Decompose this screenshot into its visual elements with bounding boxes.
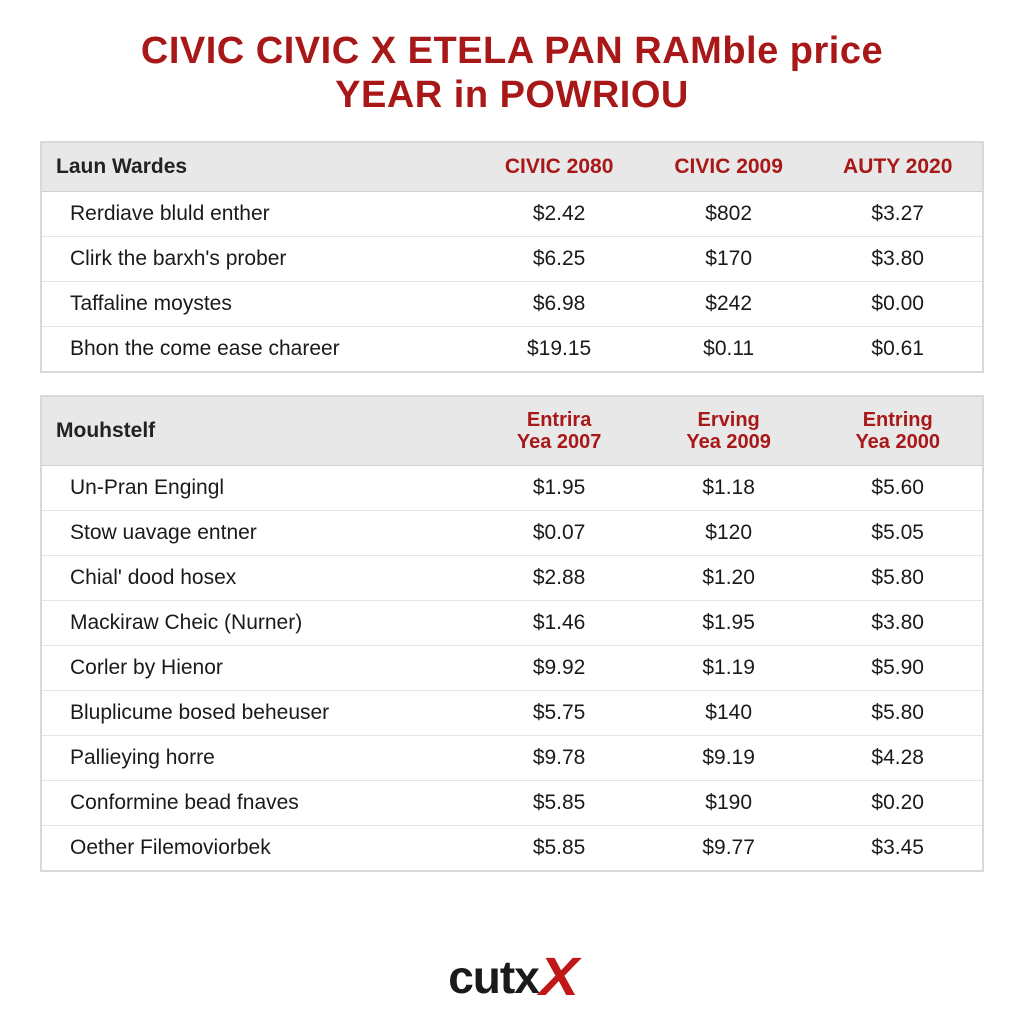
price-table-2: Mouhstelf Entrira Yea 2007 Erving Yea 20… (40, 395, 984, 872)
row-value: $1.95 (644, 601, 814, 646)
row-value: $2.88 (474, 556, 644, 601)
col-line2: Yea 2009 (686, 431, 771, 453)
row-value: $3.45 (813, 826, 983, 872)
row-value: $1.95 (474, 466, 644, 511)
row-value: $3.80 (813, 237, 983, 282)
row-value: $1.20 (644, 556, 814, 601)
row-label: Stow uavage entner (41, 511, 474, 556)
row-value: $6.25 (474, 237, 644, 282)
row-value: $1.46 (474, 601, 644, 646)
table2-header-row: Mouhstelf Entrira Yea 2007 Erving Yea 20… (41, 396, 983, 466)
table2-col-2: Entring Yea 2000 (813, 396, 983, 466)
table1-col-0: CIVIC 2080 (474, 142, 644, 192)
row-value: $9.77 (644, 826, 814, 872)
table-row: Un-Pran Engingl $1.95 $1.18 $5.60 (41, 466, 983, 511)
table-row: Bluplicume bosed beheuser $5.75 $140 $5.… (41, 691, 983, 736)
row-value: $5.85 (474, 826, 644, 872)
table-row: Bhon the come ease chareer $19.15 $0.11 … (41, 327, 983, 373)
col-line1: Erving (698, 409, 760, 431)
table-row: Pallieying horre $9.78 $9.19 $4.28 (41, 736, 983, 781)
col-line1: Entrira (527, 409, 591, 431)
title-line-2: YEAR in POWRIOU (335, 74, 689, 116)
row-label: Un-Pran Engingl (41, 466, 474, 511)
table-row: Conformine bead fnaves $5.85 $190 $0.20 (41, 781, 983, 826)
row-value: $5.90 (813, 646, 983, 691)
row-value: $6.98 (474, 282, 644, 327)
table-row: Chial' dood hosex $2.88 $1.20 $5.80 (41, 556, 983, 601)
row-value: $3.80 (813, 601, 983, 646)
row-value: $170 (644, 237, 814, 282)
table2-corner-label: Mouhstelf (41, 396, 474, 466)
row-label: Conformine bead fnaves (41, 781, 474, 826)
row-label: Corler by Hienor (41, 646, 474, 691)
row-value: $5.75 (474, 691, 644, 736)
footer-logo: cutxX (0, 946, 1024, 1008)
row-value: $3.27 (813, 192, 983, 237)
row-value: $5.80 (813, 691, 983, 736)
page-title: CIVIC CIVIC X ETELA PAN RAMble price YEA… (40, 30, 984, 117)
row-value: $0.61 (813, 327, 983, 373)
logo: cutxX (448, 946, 576, 1008)
table-row: Mackiraw Cheic (Nurner) $1.46 $1.95 $3.8… (41, 601, 983, 646)
row-label: Bhon the come ease chareer (41, 327, 474, 373)
row-value: $5.05 (813, 511, 983, 556)
row-value: $242 (644, 282, 814, 327)
table2-col-1: Erving Yea 2009 (644, 396, 814, 466)
col-line2: Yea 2007 (517, 431, 602, 453)
title-line-1: CIVIC CIVIC X ETELA PAN RAMble price (141, 30, 883, 72)
price-table-1: Laun Wardes CIVIC 2080 CIVIC 2009 AUTY 2… (40, 141, 984, 373)
row-value: $0.07 (474, 511, 644, 556)
row-value: $9.78 (474, 736, 644, 781)
row-label: Chial' dood hosex (41, 556, 474, 601)
table-row: Rerdiave bluld enther $2.42 $802 $3.27 (41, 192, 983, 237)
row-label: Rerdiave bluld enther (41, 192, 474, 237)
row-label: Bluplicume bosed beheuser (41, 691, 474, 736)
table-row: Stow uavage entner $0.07 $120 $5.05 (41, 511, 983, 556)
row-value: $9.92 (474, 646, 644, 691)
row-value: $0.20 (813, 781, 983, 826)
logo-text: cutx (448, 950, 539, 1004)
row-value: $9.19 (644, 736, 814, 781)
table-row: Clirk the barxh's prober $6.25 $170 $3.8… (41, 237, 983, 282)
row-value: $802 (644, 192, 814, 237)
row-value: $1.18 (644, 466, 814, 511)
col-line1: Entring (863, 409, 933, 431)
table-row: Taffaline moystes $6.98 $242 $0.00 (41, 282, 983, 327)
row-value: $190 (644, 781, 814, 826)
row-value: $2.42 (474, 192, 644, 237)
table-row: Corler by Hienor $9.92 $1.19 $5.90 (41, 646, 983, 691)
table1-col-1: CIVIC 2009 (644, 142, 814, 192)
row-value: $120 (644, 511, 814, 556)
row-label: Oether Filemoviorbek (41, 826, 474, 872)
table1-header-row: Laun Wardes CIVIC 2080 CIVIC 2009 AUTY 2… (41, 142, 983, 192)
table1-corner-label: Laun Wardes (41, 142, 474, 192)
row-value: $140 (644, 691, 814, 736)
row-value: $4.28 (813, 736, 983, 781)
row-label: Clirk the barxh's prober (41, 237, 474, 282)
row-label: Pallieying horre (41, 736, 474, 781)
row-value: $19.15 (474, 327, 644, 373)
table2-col-0: Entrira Yea 2007 (474, 396, 644, 466)
logo-mark-icon: X (539, 946, 578, 1008)
row-value: $1.19 (644, 646, 814, 691)
row-value: $5.80 (813, 556, 983, 601)
table-row: Oether Filemoviorbek $5.85 $9.77 $3.45 (41, 826, 983, 872)
row-value: $5.85 (474, 781, 644, 826)
row-value: $5.60 (813, 466, 983, 511)
table1-col-2: AUTY 2020 (813, 142, 983, 192)
row-value: $0.11 (644, 327, 814, 373)
col-line2: Yea 2000 (855, 431, 940, 453)
row-label: Mackiraw Cheic (Nurner) (41, 601, 474, 646)
row-value: $0.00 (813, 282, 983, 327)
row-label: Taffaline moystes (41, 282, 474, 327)
